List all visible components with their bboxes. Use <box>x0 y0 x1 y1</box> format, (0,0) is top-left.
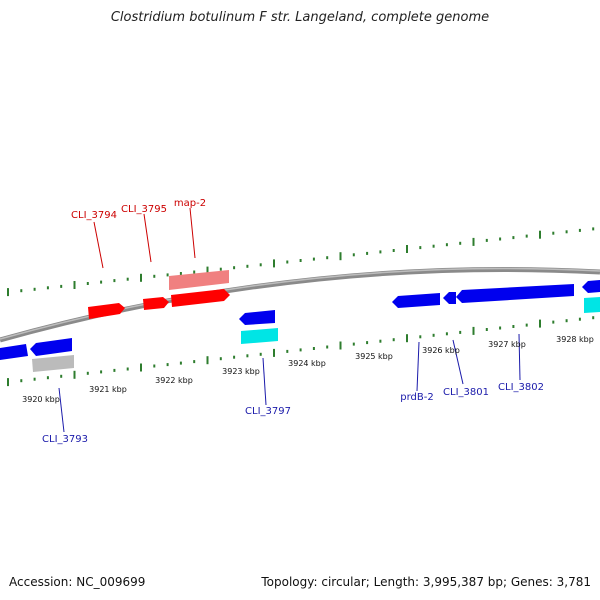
gene-cli-3797-rna[interactable] <box>241 328 278 344</box>
label-cli-3794[interactable]: CLI_3794 <box>71 210 117 221</box>
leader-cli-3802 <box>518 333 521 381</box>
label-cli-3793[interactable]: CLI_3793 <box>42 434 88 445</box>
scale-label-3920: 3920 kbp <box>22 395 60 404</box>
lower-tick-track <box>7 316 595 387</box>
genome-backbone-highlight <box>0 267 600 340</box>
leader-map-2 <box>189 207 196 259</box>
scale-label-3927: 3927 kbp <box>488 340 526 349</box>
gene-right-edge-rna[interactable] <box>584 297 600 313</box>
gene-cli-3793-a[interactable] <box>30 338 72 356</box>
gene-cli-3802[interactable] <box>456 284 574 303</box>
label-prdb-2[interactable]: prdB-2 <box>400 392 433 403</box>
scale-label-3922: 3922 kbp <box>155 376 193 385</box>
gene-prdb-2[interactable] <box>392 293 440 308</box>
leader-cli-3795 <box>143 213 152 263</box>
label-map-2[interactable]: map-2 <box>174 198 206 209</box>
upper-tick-track <box>7 227 595 297</box>
scale-label-3926: 3926 kbp <box>422 346 460 355</box>
gene-map-2-pseudo[interactable] <box>169 270 229 290</box>
genome-backbone <box>0 266 600 343</box>
gene-map-2[interactable] <box>171 289 230 307</box>
label-cli-3801[interactable]: CLI_3801 <box>443 387 489 398</box>
scale-label-3925: 3925 kbp <box>355 352 393 361</box>
leader-prdb-2 <box>416 341 420 392</box>
scale-label-3928: 3928 kbp <box>556 335 594 344</box>
gene-right-edge[interactable] <box>582 280 600 293</box>
gene-cli-3794[interactable] <box>88 303 125 319</box>
gene-cli-3797[interactable] <box>239 310 275 325</box>
label-cli-3802[interactable]: CLI_3802 <box>498 382 544 393</box>
scale-label-3921: 3921 kbp <box>89 385 127 394</box>
genome-summary-text: Topology: circular; Length: 3,995,387 bp… <box>261 575 591 589</box>
scale-label-3924: 3924 kbp <box>288 359 326 368</box>
gene-cli-3793-pseudo[interactable] <box>32 355 74 372</box>
leader-cli-3793 <box>58 387 65 433</box>
leader-cli-3797 <box>262 357 267 406</box>
genome-title: Clostridium botulinum F str. Langeland, … <box>110 10 490 25</box>
gene-cli-3795[interactable] <box>143 297 169 310</box>
scale-label-3923: 3923 kbp <box>222 367 260 376</box>
gene-cli-3801[interactable] <box>443 292 456 304</box>
leader-cli-3801 <box>452 339 464 385</box>
label-cli-3797[interactable]: CLI_3797 <box>245 406 291 417</box>
leader-cli-3794 <box>93 221 104 269</box>
label-cli-3795[interactable]: CLI_3795 <box>121 204 167 215</box>
accession-text: Accession: NC_009699 <box>9 575 146 589</box>
gene-left-edge[interactable] <box>0 344 28 360</box>
